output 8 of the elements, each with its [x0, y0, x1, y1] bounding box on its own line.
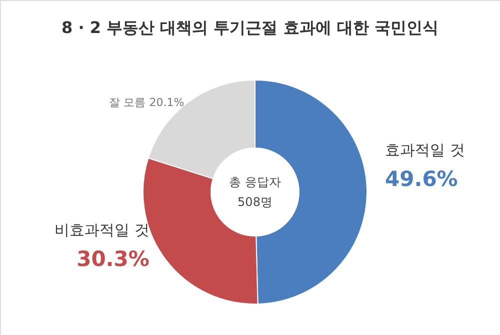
slice-label: 잘 모름 20.1%: [109, 96, 184, 110]
text: 총 응답자: [229, 175, 281, 189]
chart-title: 8 · 2 부동산 대책의 투기근절 효과에 대한 국민인식: [62, 18, 438, 37]
text: 508명: [238, 195, 272, 209]
data-label: 49.6%: [384, 167, 458, 192]
slice-label: 비효과적일 것: [54, 221, 150, 240]
data-label: 30.3%: [76, 247, 150, 272]
slice-label: 효과적일 것: [384, 141, 465, 160]
